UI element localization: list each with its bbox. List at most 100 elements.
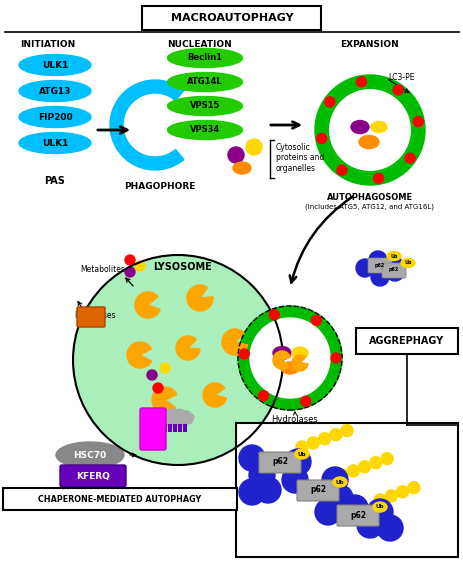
- Circle shape: [356, 77, 366, 87]
- Ellipse shape: [272, 347, 290, 359]
- FancyBboxPatch shape: [163, 424, 167, 432]
- Circle shape: [282, 467, 307, 493]
- Text: VPS34: VPS34: [189, 125, 219, 134]
- Text: Cytosolic
proteins and
organelles: Cytosolic proteins and organelles: [275, 143, 324, 173]
- Wedge shape: [187, 285, 213, 311]
- Wedge shape: [175, 336, 200, 360]
- Circle shape: [258, 391, 268, 400]
- Text: p62: p62: [309, 486, 325, 495]
- Text: p62: p62: [349, 510, 365, 519]
- Text: Ub: Ub: [389, 253, 397, 259]
- Text: Beclin1: Beclin1: [187, 54, 222, 62]
- Circle shape: [358, 461, 370, 473]
- Ellipse shape: [358, 136, 378, 149]
- Text: PHAGOPHORE: PHAGOPHORE: [124, 182, 195, 191]
- Circle shape: [385, 263, 403, 281]
- Circle shape: [269, 310, 279, 320]
- Circle shape: [373, 173, 383, 183]
- Circle shape: [324, 97, 334, 107]
- Circle shape: [346, 465, 358, 477]
- Circle shape: [392, 85, 402, 95]
- FancyBboxPatch shape: [142, 6, 321, 30]
- Circle shape: [249, 462, 275, 488]
- Text: p62: p62: [374, 263, 384, 268]
- FancyBboxPatch shape: [168, 424, 172, 432]
- Text: KFERQ: KFERQ: [76, 471, 110, 480]
- Text: p62: p62: [271, 458, 288, 467]
- Ellipse shape: [291, 347, 307, 359]
- Text: Hydrolases: Hydrolases: [271, 415, 318, 424]
- Ellipse shape: [281, 362, 298, 374]
- Circle shape: [330, 353, 340, 363]
- Circle shape: [318, 433, 330, 445]
- Wedge shape: [110, 80, 183, 170]
- Wedge shape: [127, 342, 151, 368]
- FancyBboxPatch shape: [60, 465, 126, 487]
- Text: AGGREPHAGY: AGGREPHAGY: [369, 336, 444, 346]
- Circle shape: [407, 482, 419, 494]
- FancyBboxPatch shape: [296, 480, 338, 501]
- FancyBboxPatch shape: [367, 258, 391, 273]
- Wedge shape: [135, 292, 160, 318]
- Circle shape: [326, 485, 352, 511]
- Circle shape: [404, 153, 414, 163]
- Circle shape: [227, 147, 244, 163]
- Text: Ub: Ub: [403, 260, 411, 265]
- FancyBboxPatch shape: [77, 307, 105, 327]
- Circle shape: [238, 445, 264, 471]
- Circle shape: [380, 452, 392, 464]
- Wedge shape: [291, 355, 307, 371]
- Text: LYSOSOME: LYSOSOME: [153, 262, 212, 272]
- Circle shape: [369, 456, 381, 468]
- Circle shape: [238, 479, 264, 505]
- Text: LC3-PE: LC3-PE: [387, 73, 413, 82]
- Circle shape: [238, 306, 341, 410]
- Text: HSC70: HSC70: [73, 451, 106, 459]
- Ellipse shape: [350, 121, 368, 133]
- Circle shape: [245, 139, 262, 155]
- FancyBboxPatch shape: [381, 263, 405, 278]
- Circle shape: [160, 363, 169, 373]
- Ellipse shape: [167, 49, 242, 67]
- Circle shape: [327, 88, 411, 172]
- Ellipse shape: [370, 121, 386, 133]
- FancyBboxPatch shape: [3, 488, 237, 510]
- FancyBboxPatch shape: [336, 505, 378, 526]
- Text: ULK1: ULK1: [42, 61, 68, 70]
- Text: INITIATION: INITIATION: [20, 40, 75, 49]
- Circle shape: [373, 494, 385, 506]
- Ellipse shape: [19, 133, 91, 153]
- FancyBboxPatch shape: [140, 408, 166, 450]
- Ellipse shape: [400, 259, 414, 268]
- Circle shape: [355, 259, 373, 277]
- Circle shape: [316, 133, 326, 144]
- Text: Ub: Ub: [335, 479, 344, 484]
- Ellipse shape: [167, 73, 242, 92]
- Circle shape: [295, 441, 307, 453]
- Text: ULK1: ULK1: [42, 138, 68, 148]
- Wedge shape: [203, 383, 226, 407]
- Circle shape: [340, 424, 352, 436]
- Ellipse shape: [386, 252, 400, 260]
- Wedge shape: [152, 387, 176, 413]
- Circle shape: [413, 117, 422, 126]
- Circle shape: [125, 255, 135, 265]
- Circle shape: [238, 349, 249, 359]
- Circle shape: [368, 251, 386, 269]
- Text: (Includes ATG5, ATG12, and ATG16L): (Includes ATG5, ATG12, and ATG16L): [305, 203, 433, 209]
- Text: Ub: Ub: [375, 505, 383, 510]
- Ellipse shape: [19, 106, 91, 128]
- FancyBboxPatch shape: [178, 424, 181, 432]
- Text: Permeases: Permeases: [74, 312, 115, 320]
- Circle shape: [376, 515, 402, 541]
- Text: ATG14L: ATG14L: [187, 77, 222, 86]
- Text: MACROAUTOPHAGY: MACROAUTOPHAGY: [170, 13, 293, 23]
- Ellipse shape: [332, 477, 346, 487]
- Text: NUCLEATION: NUCLEATION: [167, 40, 232, 49]
- Ellipse shape: [56, 442, 124, 468]
- Wedge shape: [221, 329, 247, 355]
- Circle shape: [73, 255, 282, 465]
- Ellipse shape: [167, 121, 242, 140]
- Circle shape: [366, 499, 392, 525]
- Ellipse shape: [167, 97, 242, 116]
